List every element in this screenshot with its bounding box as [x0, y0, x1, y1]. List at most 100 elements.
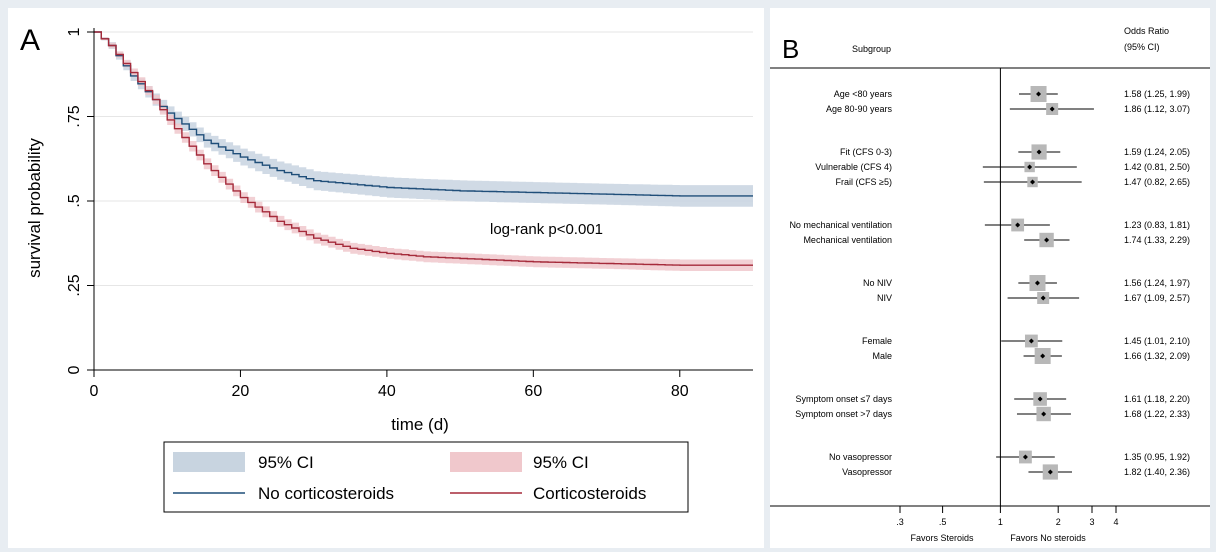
forest-row: Age <80 years 1.58 (1.25, 1.99): [834, 86, 1190, 102]
forest-row: NIV 1.67 (1.09, 2.57): [877, 292, 1190, 304]
legend-ci-label-no: 95% CI: [258, 453, 314, 472]
panel-b-forest-plot: B Subgroup Odds Ratio (95% CI) Age <80 y…: [770, 8, 1210, 548]
forest-row-label: Mechanical ventilation: [803, 235, 892, 245]
point-estimate-marker: [1040, 353, 1046, 359]
forest-row-label: Age 80-90 years: [826, 104, 893, 114]
odds-ratio-value: 1.42 (0.81, 2.50): [1124, 162, 1190, 172]
odds-ratio-value: 1.45 (1.01, 2.10): [1124, 336, 1190, 346]
x-tick-label: 0: [90, 383, 99, 400]
forest-x-tick-label: 4: [1113, 517, 1118, 527]
point-estimate-marker: [1047, 469, 1053, 475]
odds-ratio-value: 1.74 (1.33, 2.29): [1124, 235, 1190, 245]
odds-ratio-value: 1.35 (0.95, 1.92): [1124, 452, 1190, 462]
forest-row: No NIV 1.56 (1.24, 1.97): [863, 275, 1190, 291]
subgroup-header: Subgroup: [852, 44, 891, 54]
forest-row-label: Age <80 years: [834, 89, 893, 99]
forest-row-label: Fit (CFS 0-3): [840, 147, 892, 157]
ci-header: (95% CI): [1124, 42, 1160, 52]
point-estimate-marker: [1034, 280, 1040, 286]
point-estimate-marker: [1015, 222, 1021, 228]
forest-row: Female 1.45 (1.01, 2.10): [862, 334, 1190, 348]
forest-row-label: Vasopressor: [842, 467, 892, 477]
forest-x-tick-label: .5: [939, 517, 947, 527]
point-estimate-marker: [1027, 164, 1033, 170]
survival-line-corticosteroids: [94, 31, 753, 266]
odds-ratio-value: 1.86 (1.12, 3.07): [1124, 104, 1190, 114]
forest-plot-svg: B Subgroup Odds Ratio (95% CI) Age <80 y…: [770, 26, 1210, 543]
forest-row-label: NIV: [877, 293, 892, 303]
odds-ratio-value: 1.82 (1.40, 2.36): [1124, 467, 1190, 477]
point-estimate-marker: [1036, 149, 1042, 155]
odds-ratio-value: 1.68 (1.22, 2.33): [1124, 409, 1190, 419]
point-estimate-marker: [1040, 295, 1046, 301]
point-estimate-marker: [1030, 179, 1036, 185]
forest-row: No mechanical ventilation 1.23 (0.83, 1.8…: [789, 218, 1190, 232]
forest-x-tick-label: .3: [896, 517, 904, 527]
x-tick-label: 60: [524, 383, 542, 400]
y-tick-label: .75: [66, 105, 83, 127]
forest-row-label: Frail (CFS ≥5): [836, 177, 892, 187]
ci-band-corticosteroids: [94, 32, 753, 271]
point-estimate-marker: [1028, 338, 1034, 344]
odds-ratio-header: Odds Ratio: [1124, 26, 1169, 36]
forest-row-label: Female: [862, 336, 892, 346]
panel-a-survival-chart: A 0 .25 .5 .75 1 0 20 40 60 80 log-rank p<0.001 t…: [8, 8, 764, 548]
forest-row: Mechanical ventilation 1.74 (1.33, 2.29): [803, 232, 1190, 248]
point-estimate-marker: [1037, 396, 1043, 402]
point-estimate-marker: [1036, 91, 1042, 97]
forest-row: Symptom onset >7 days 1.68 (1.22, 2.33): [795, 406, 1190, 422]
forest-x-tick-label: 3: [1090, 517, 1095, 527]
x-tick-label: 20: [232, 383, 250, 400]
forest-row-label: No NIV: [863, 278, 892, 288]
survival-chart-svg: A 0 .25 .5 .75 1 0 20 40 60 80 log-rank p<0.001 t…: [20, 24, 753, 513]
forest-row: No vasopressor 1.35 (0.95, 1.92): [829, 450, 1190, 464]
odds-ratio-value: 1.23 (0.83, 1.81): [1124, 220, 1190, 230]
odds-ratio-value: 1.66 (1.32, 2.09): [1124, 351, 1190, 361]
point-estimate-marker: [1041, 411, 1047, 417]
legend-ci-swatch-corticosteroids: [450, 452, 522, 472]
forest-row: Male 1.66 (1.32, 2.09): [872, 348, 1190, 364]
forest-row-label: Male: [872, 351, 892, 361]
forest-row-label: No vasopressor: [829, 452, 892, 462]
forest-x-tick-label: 1: [998, 517, 1003, 527]
odds-ratio-value: 1.59 (1.24, 2.05): [1124, 147, 1190, 157]
panel-label-a: A: [20, 24, 40, 57]
odds-ratio-value: 1.47 (0.82, 2.65): [1124, 177, 1190, 187]
legend-line-label-no: No corticosteroids: [258, 484, 394, 503]
forest-row: Frail (CFS ≥5) 1.47 (0.82, 2.65): [836, 176, 1190, 188]
favors-no-steroids-label: Favors No steroids: [1010, 533, 1086, 543]
forest-row-label: Symptom onset >7 days: [795, 409, 892, 419]
odds-ratio-value: 1.56 (1.24, 1.97): [1124, 278, 1190, 288]
x-tick-label: 40: [378, 383, 396, 400]
forest-row: Vasopressor 1.82 (1.40, 2.36): [842, 464, 1190, 480]
odds-ratio-value: 1.58 (1.25, 1.99): [1124, 89, 1190, 99]
y-tick-label: 1: [66, 27, 83, 36]
survival-line-no-corticosteroids: [94, 31, 753, 197]
x-tick-label: 80: [671, 383, 689, 400]
forest-x-tick-label: 2: [1056, 517, 1061, 527]
legend-ci-swatch-no-corticosteroids: [173, 452, 245, 472]
y-tick-label: .25: [66, 274, 83, 296]
forest-row: Vulnerable (CFS 4) 1.42 (0.81, 2.50): [815, 161, 1190, 173]
forest-row-label: Vulnerable (CFS 4): [815, 162, 892, 172]
legend: 95% CI 95% CI No corticosteroids Cortico…: [163, 441, 689, 513]
x-axis-label: time (d): [391, 415, 449, 434]
y-axis-label: survival probability: [25, 138, 44, 278]
odds-ratio-value: 1.61 (1.18, 2.20): [1124, 394, 1190, 404]
y-tick-label: 0: [66, 365, 83, 374]
legend-line-label-cs: Corticosteroids: [533, 484, 646, 503]
point-estimate-marker: [1044, 237, 1050, 243]
point-estimate-marker: [1049, 106, 1055, 112]
favors-steroids-label: Favors Steroids: [910, 533, 974, 543]
forest-row: Symptom onset ≤7 days 1.61 (1.18, 2.20): [796, 392, 1190, 406]
odds-ratio-value: 1.67 (1.09, 2.57): [1124, 293, 1190, 303]
ci-band-no-corticosteroids: [94, 32, 753, 207]
legend-ci-label-cs: 95% CI: [533, 453, 589, 472]
panel-label-b: B: [782, 34, 799, 64]
log-rank-annotation: log-rank p<0.001: [490, 221, 603, 238]
forest-row-label: No mechanical ventilation: [789, 220, 892, 230]
y-tick-label: .5: [66, 194, 83, 207]
legend-box: [163, 441, 689, 513]
forest-row-label: Symptom onset ≤7 days: [796, 394, 893, 404]
forest-row: Fit (CFS 0-3) 1.59 (1.24, 2.05): [840, 144, 1190, 160]
